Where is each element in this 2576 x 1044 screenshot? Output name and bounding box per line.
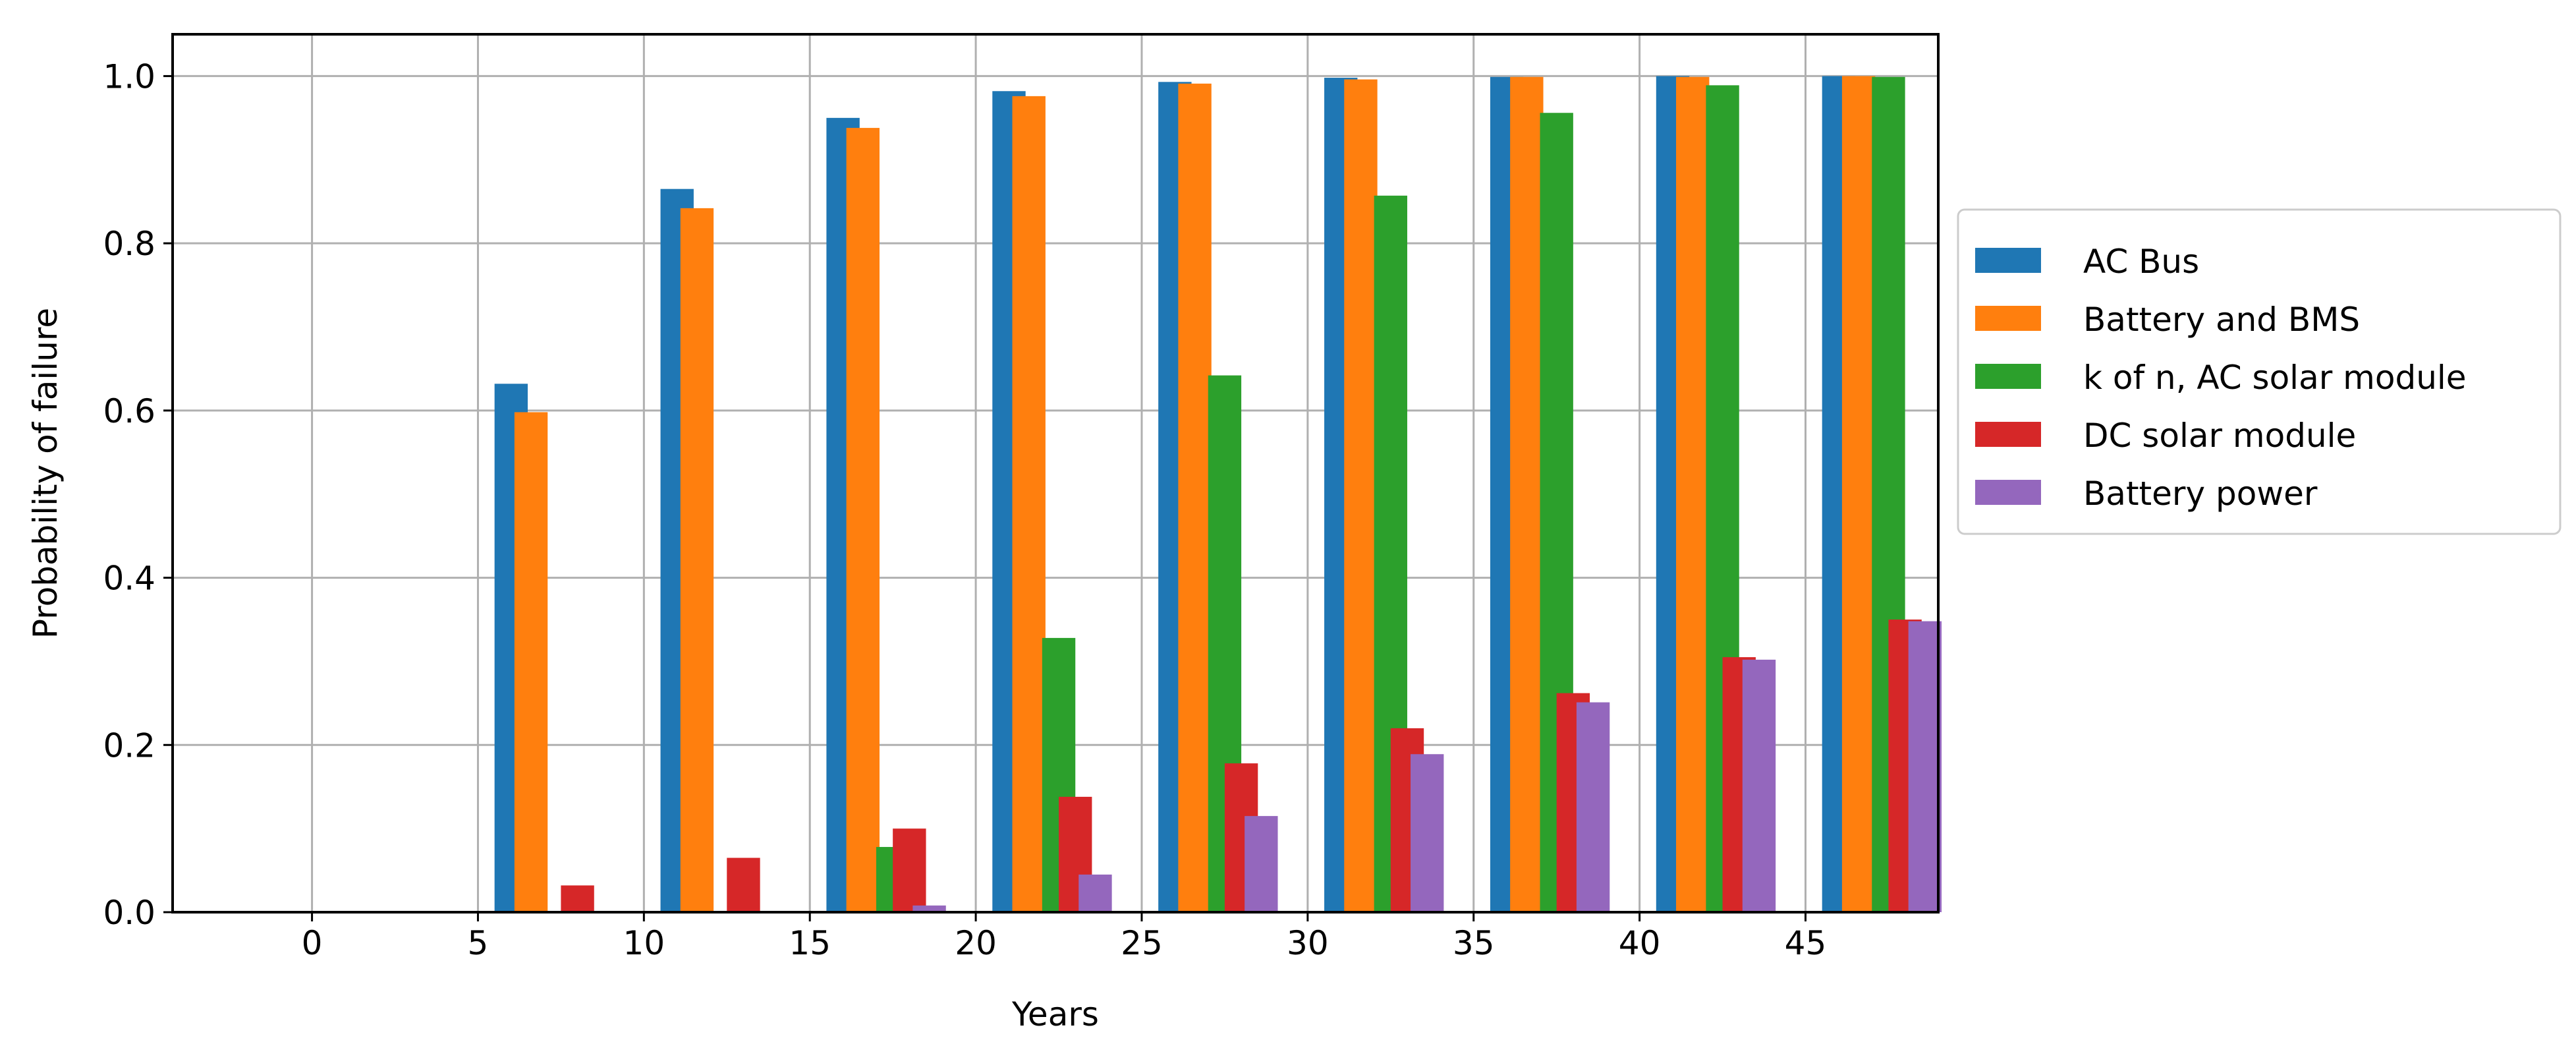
y-tick-label: 0.0 — [103, 894, 155, 932]
x-axis-label: Years — [1011, 995, 1099, 1033]
x-tick-label: 40 — [1619, 924, 1661, 962]
bar-battery-and-bms-45 — [1841, 76, 1876, 912]
bar-battery-power-35 — [1576, 702, 1610, 912]
x-tick-label: 25 — [1121, 924, 1163, 962]
axis-ticks: 0 5 10 15 20 25 30 35 40 45 0.0 0.2 0.4 0.6 0.8 1.0 — [103, 57, 1826, 962]
legend-label: Battery and BMS — [2083, 301, 2360, 339]
bar-battery-and-bms-15 — [846, 128, 880, 913]
bar-battery-and-bms-25 — [1178, 83, 1212, 913]
y-tick-label: 0.2 — [103, 726, 155, 765]
x-tick-label: 10 — [623, 924, 665, 962]
bar-dc-solar-module-5 — [561, 885, 594, 912]
plot-frame — [171, 33, 1940, 914]
legend-label: k of n, AC solar module — [2083, 359, 2467, 397]
x-tick-label: 45 — [1785, 924, 1827, 962]
bar-battery-and-bms-35 — [1510, 76, 1544, 912]
legend-label: DC solar module — [2083, 417, 2356, 455]
legend: AC Bus Battery and BMS k of n, AC solar mo… — [1957, 208, 2562, 535]
bar-battery-power-20 — [1078, 874, 1112, 912]
bar-battery-and-bms-40 — [1676, 76, 1710, 912]
bar-battery-power-45 — [1908, 621, 1942, 912]
y-axis-label: Probability of failure — [26, 308, 65, 639]
legend-swatch — [1975, 364, 2041, 389]
x-tick-label: 30 — [1287, 924, 1329, 962]
bar-dc-solar-module-15 — [893, 828, 926, 912]
bar-battery-power-15 — [912, 905, 946, 912]
legend-label: AC Bus — [2083, 243, 2199, 281]
legend-box — [1957, 208, 2562, 535]
y-tick-label: 0.8 — [103, 225, 155, 263]
legend-swatch — [1975, 248, 2041, 273]
legend-label: Battery power — [2083, 475, 2318, 513]
y-tick-label: 0.4 — [103, 560, 155, 598]
bar-battery-and-bms-20 — [1012, 96, 1046, 913]
bar-battery-and-bms-5 — [514, 412, 548, 912]
bar-battery-and-bms-30 — [1344, 79, 1378, 913]
y-tick-label: 1.0 — [103, 57, 155, 96]
legend-swatch — [1975, 480, 2041, 505]
x-tick-label: 0 — [302, 924, 323, 962]
x-tick-label: 20 — [955, 924, 997, 962]
x-tick-label: 15 — [789, 924, 831, 962]
bars — [494, 76, 1942, 913]
bar-battery-power-30 — [1411, 754, 1444, 912]
bar-battery-and-bms-10 — [680, 208, 714, 913]
bar-battery-power-25 — [1245, 816, 1278, 912]
bar-battery-power-40 — [1742, 659, 1776, 912]
bar-dc-solar-module-10 — [727, 857, 760, 912]
y-tick-label: 0.6 — [103, 392, 155, 430]
legend-swatch — [1975, 306, 2041, 331]
x-tick-label: 35 — [1453, 924, 1495, 962]
x-tick-label: 5 — [468, 924, 489, 962]
legend-swatch — [1975, 422, 2041, 447]
